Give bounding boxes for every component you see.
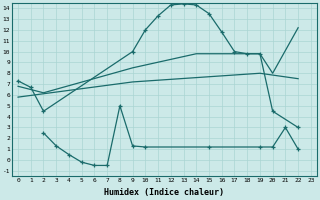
- X-axis label: Humidex (Indice chaleur): Humidex (Indice chaleur): [104, 188, 224, 197]
